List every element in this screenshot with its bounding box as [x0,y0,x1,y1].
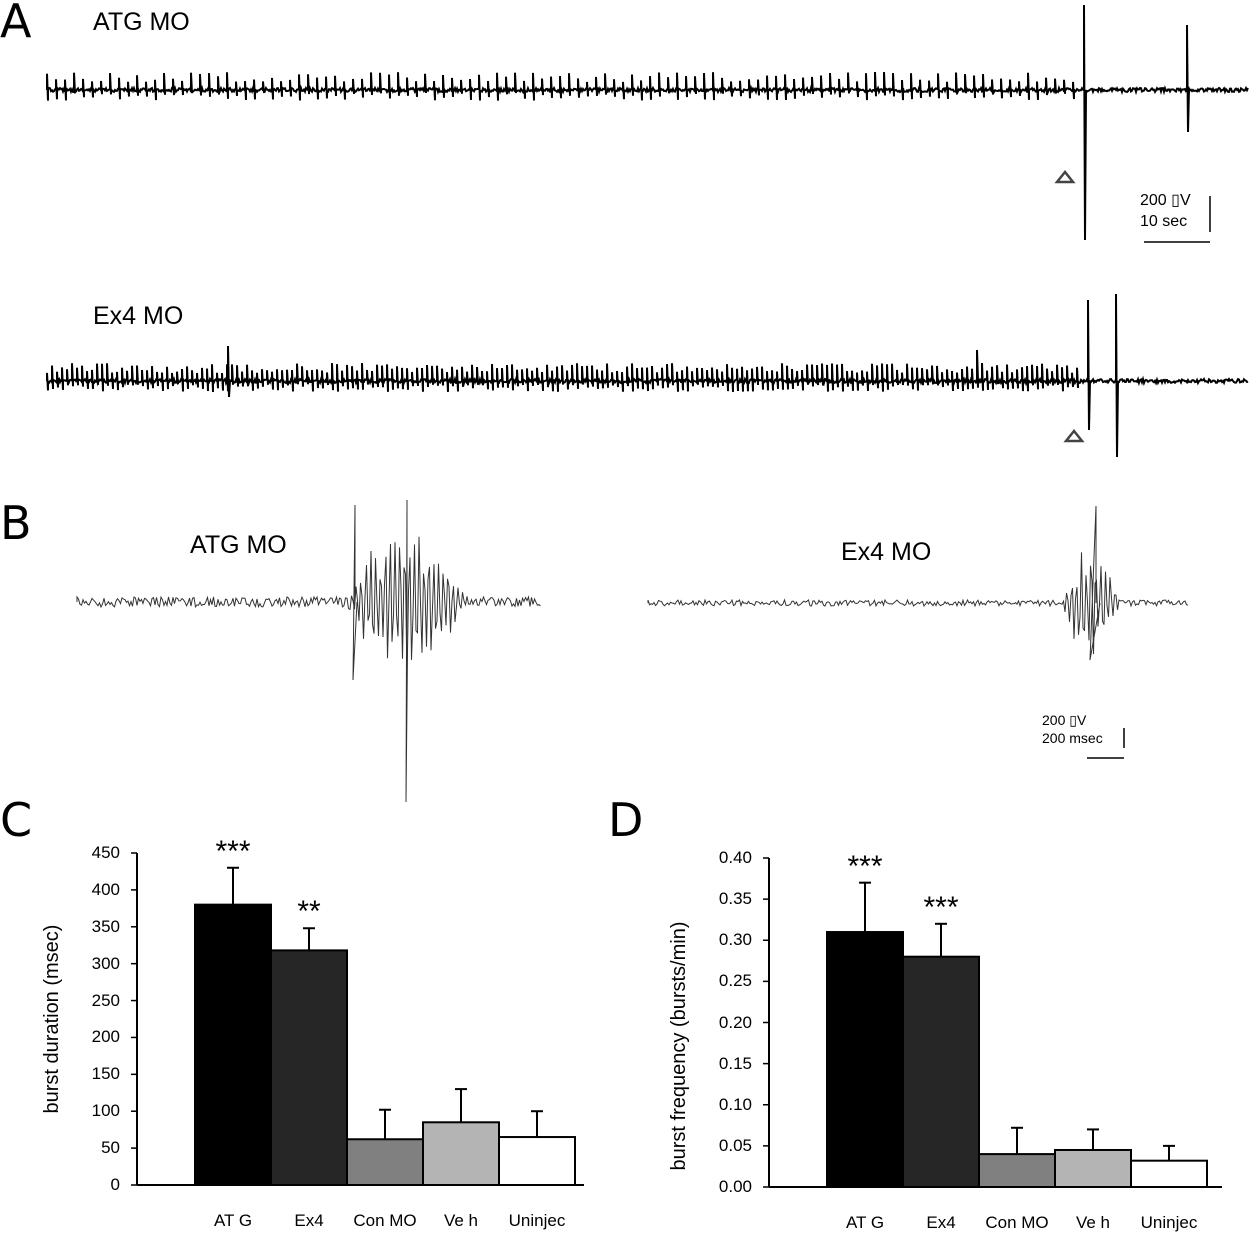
bar-uninjec [498,1136,576,1186]
x-category-label: Uninjec [508,1211,566,1230]
panel-letter-a: A [0,0,32,48]
scale-time-b: 200 msec [1042,730,1103,746]
trace-ex4-burst [647,505,1189,661]
y-tick-label: 200 [91,1027,120,1047]
y-tick-label: 0.30 [718,930,752,950]
trace-label-atg-a: ATG MO [93,8,190,36]
bar-ve-h [422,1121,500,1187]
y-tick-label: 250 [91,990,120,1010]
trace-atg-long [46,4,1249,241]
scale-voltage-b: 200 ▯V [1042,712,1087,728]
y-tick-label: 300 [91,953,120,973]
scale-voltage-a: 200 ▯V [1140,192,1191,209]
trace-ex4-long [46,293,1249,458]
y-axis-label: burst frequency (bursts/min) [668,921,690,1171]
y-tick-label: 0 [110,1175,120,1194]
y-tick-label: 0.10 [718,1094,752,1114]
bar-ex4 [902,955,980,1189]
significance-label: *** [923,890,959,924]
significance-label: *** [215,834,251,868]
y-tick-label: 50 [101,1138,120,1158]
y-tick-label: 150 [91,1064,120,1084]
significance-label: *** [847,849,883,883]
y-tick-label: 450 [91,843,120,862]
bar-at-g [826,931,904,1189]
bar-uninjec [1130,1159,1208,1189]
trace-label-ex4-b: Ex4 MO [841,538,932,566]
x-category-label: Ex4 [294,1211,324,1230]
x-category-label: Con MO [985,1213,1049,1232]
scale-time-a: 10 sec [1140,213,1188,230]
panel-letter-c: C [0,793,33,847]
bar-con-mo [346,1138,424,1187]
x-category-label: Uninjec [1140,1213,1198,1232]
y-tick-label: 400 [91,879,120,899]
significance-label: ** [297,895,321,929]
y-tick-label: 100 [91,1101,120,1121]
bar-ex4 [270,949,348,1186]
y-tick-label: 0.40 [718,848,752,867]
y-tick-label: 0.05 [718,1135,752,1155]
x-category-label: Ex4 [926,1213,956,1232]
trace-label-ex4-a: Ex4 MO [93,302,184,330]
x-category-label: Ve h [1075,1213,1111,1232]
x-category-label: Con MO [353,1211,417,1230]
panel-letter-d: D [608,793,644,847]
y-tick-label: 0.25 [718,971,752,991]
bar-at-g [194,903,272,1187]
x-category-label: Ve h [443,1211,479,1230]
stimulus-triangle-icon [1054,169,1076,184]
stimulus-triangle-icon [1063,428,1085,443]
x-category-label: AT G [213,1211,253,1230]
x-category-label: AT G [845,1213,885,1232]
bar-ve-h [1054,1148,1132,1189]
y-tick-label: 0.15 [718,1053,752,1073]
panel-letter-b: B [0,496,32,550]
y-tick-label: 0.35 [718,889,752,909]
trace-label-atg-b: ATG MO [190,531,287,559]
y-axis-label: burst duration (msec) [41,924,63,1114]
y-tick-label: 0.00 [718,1177,752,1196]
y-tick-label: 350 [91,916,120,936]
bar-con-mo [978,1153,1056,1188]
trace-atg-burst [76,499,541,803]
y-tick-label: 0.20 [718,1012,752,1032]
